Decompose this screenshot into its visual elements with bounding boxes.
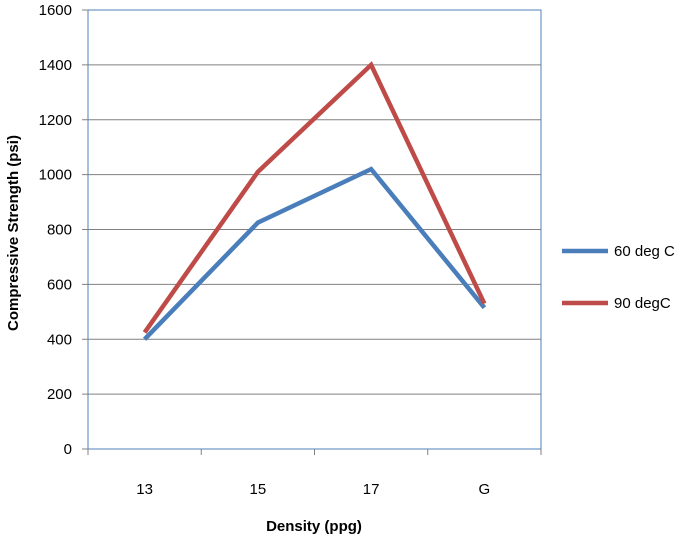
x-axis-tick-labels: 13 15 17 G bbox=[136, 481, 490, 498]
y-tick-label: 800 bbox=[47, 222, 72, 239]
y-tick-label: 1600 bbox=[39, 2, 72, 19]
y-tick-label: 1400 bbox=[39, 57, 72, 74]
legend: 60 deg C 90 degC bbox=[562, 243, 675, 312]
y-tick-label: 1200 bbox=[39, 112, 72, 129]
x-axis-title: Density (ppg) bbox=[266, 518, 362, 535]
y-tick-label: 600 bbox=[47, 276, 72, 293]
series-line-2 bbox=[142, 61, 487, 334]
x-tick-label: 17 bbox=[363, 481, 380, 498]
x-tick-label: 13 bbox=[136, 481, 153, 498]
y-axis-tick-labels: 0 200 400 600 800 1000 1200 1400 1600 bbox=[39, 2, 72, 458]
legend-label-1: 60 deg C bbox=[614, 243, 675, 260]
x-tick-label: 15 bbox=[250, 481, 267, 498]
gridlines bbox=[82, 9, 542, 455]
x-tick-label: G bbox=[479, 481, 491, 498]
series-line-1 bbox=[143, 166, 487, 341]
y-tick-label: 1000 bbox=[39, 167, 72, 184]
y-tick-label: 0 bbox=[64, 441, 72, 458]
legend-label-2: 90 degC bbox=[614, 295, 671, 312]
y-axis-title: Compressive Strength (psi) bbox=[5, 135, 22, 331]
y-tick-label: 200 bbox=[47, 386, 72, 403]
series-lines bbox=[142, 61, 487, 341]
y-tick-label: 400 bbox=[47, 331, 72, 348]
